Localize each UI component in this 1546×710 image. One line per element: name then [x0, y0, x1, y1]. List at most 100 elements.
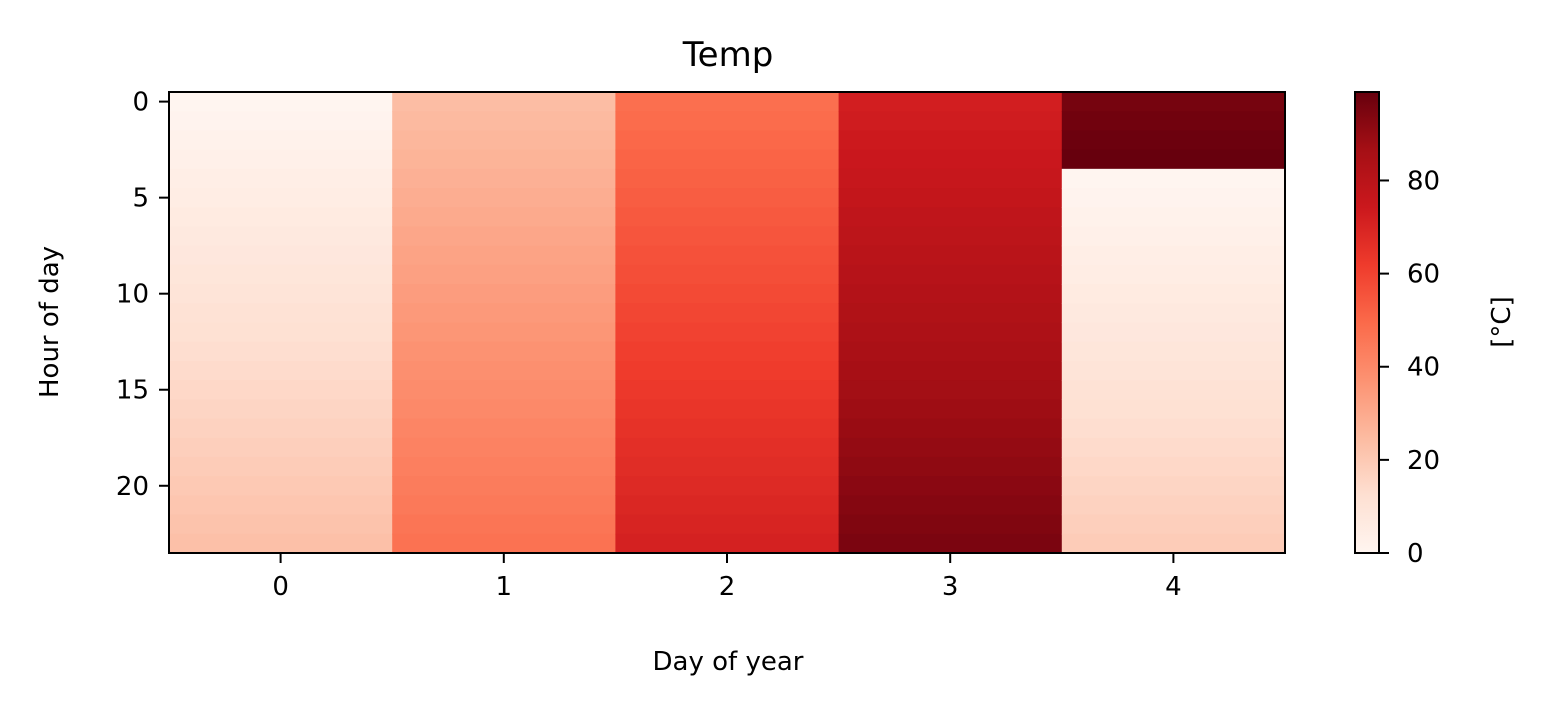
heatmap-cell: [1061, 322, 1286, 343]
colorbar-label: [°C]: [1487, 296, 1517, 347]
heatmap-cell: [1061, 303, 1286, 324]
heatmap-cell: [392, 284, 616, 304]
heatmap-cell: [392, 360, 616, 381]
heatmap-cell: [615, 264, 840, 285]
heatmap-cell: [169, 264, 393, 285]
heatmap-cell: [392, 476, 616, 496]
heatmap-cell: [392, 245, 616, 266]
heatmap-cell: [392, 149, 616, 170]
x-tick-label: 2: [719, 572, 736, 602]
heatmap-cell: [838, 341, 1063, 362]
heatmap-cell: [838, 303, 1063, 324]
heatmap-cell: [1061, 418, 1286, 439]
heatmap-cell: [392, 399, 616, 420]
heatmap-cell: [1061, 437, 1286, 458]
colorbar-tick-label: 0: [1407, 539, 1424, 569]
heatmap-cell: [615, 284, 840, 304]
heatmap-cell: [169, 111, 393, 132]
heatmap-cell: [392, 514, 616, 535]
heatmap-cell: [169, 399, 393, 420]
colorbar-tick-label: 20: [1407, 446, 1440, 476]
heatmap-cell: [1061, 168, 1286, 189]
heatmap-cell: [1061, 245, 1286, 266]
heatmap-cell: [838, 92, 1063, 112]
y-tick-label: 0: [132, 88, 149, 118]
heatmap-cell: [838, 418, 1063, 439]
heatmap-cell: [615, 533, 840, 554]
colorbar-tick-label: 80: [1407, 166, 1440, 196]
heatmap-cell: [392, 92, 616, 112]
heatmap-cell: [392, 264, 616, 285]
heatmap-cell: [838, 456, 1063, 477]
heatmap-cell: [615, 380, 840, 400]
heatmap-cell: [838, 245, 1063, 266]
heatmap-cell: [838, 360, 1063, 381]
heatmap-cell: [838, 130, 1063, 151]
heatmap-cell: [838, 111, 1063, 132]
heatmap-cell: [392, 168, 616, 189]
x-axis-label: Day of year: [653, 647, 804, 677]
heatmap-cell: [615, 245, 840, 266]
heatmap-cell: [392, 130, 616, 151]
heatmap-cell: [169, 149, 393, 170]
y-axis-label: Hour of day: [35, 246, 65, 398]
heatmap-cell: [838, 322, 1063, 343]
heatmap-cell: [169, 418, 393, 439]
heatmap-cell: [1061, 399, 1286, 420]
heatmap-cell: [1061, 514, 1286, 535]
heatmap-cell: [169, 207, 393, 228]
heatmap-cell: [838, 264, 1063, 285]
heatmap-cell: [615, 226, 840, 247]
heatmap-cell: [615, 92, 840, 112]
x-tick-label: 3: [942, 572, 959, 602]
heatmap-cell: [169, 495, 393, 516]
heatmap-cell: [169, 437, 393, 458]
heatmap-cell: [169, 92, 393, 112]
colorbar-tick-label: 60: [1407, 260, 1440, 290]
heatmap-cell: [392, 456, 616, 477]
heatmap-cell: [169, 245, 393, 266]
heatmap-cell: [1061, 130, 1286, 151]
heatmap-cell: [169, 130, 393, 151]
heatmap-cell: [392, 418, 616, 439]
colorbar: [1354, 91, 1380, 554]
heatmap-cell: [169, 380, 393, 400]
heatmap-cell: [1061, 533, 1286, 554]
heatmap-cell: [838, 399, 1063, 420]
y-tick-label: 5: [132, 184, 149, 214]
heatmap-cell: [1061, 149, 1286, 170]
heatmap-cell: [392, 437, 616, 458]
heatmap-cell: [615, 322, 840, 343]
heatmap-cell: [169, 341, 393, 362]
x-tick-label: 0: [272, 572, 289, 602]
heatmap-cell: [615, 207, 840, 228]
heatmap-cell: [615, 514, 840, 535]
heatmap-cell: [169, 456, 393, 477]
heatmap-cell: [615, 341, 840, 362]
heatmap-cell: [392, 322, 616, 343]
heatmap-cell: [838, 495, 1063, 516]
heatmap-cell: [169, 284, 393, 304]
x-axis-ticks: 0 1 2 3 4: [272, 553, 1182, 602]
heatmap-cell: [1061, 264, 1286, 285]
heatmap-cell: [615, 149, 840, 170]
heatmap-cell: [838, 149, 1063, 170]
heatmap-cell: [1061, 226, 1286, 247]
heatmap-cell: [615, 476, 840, 496]
heatmap-cell: [615, 188, 840, 208]
heatmap-cell: [838, 207, 1063, 228]
heatmap-cell: [392, 111, 616, 132]
heatmap-cell: [615, 437, 840, 458]
heatmap-cell: [1061, 111, 1286, 132]
heatmap-cell: [392, 226, 616, 247]
heatmap-cell: [615, 456, 840, 477]
heatmap-cell: [615, 418, 840, 439]
y-tick-label: 15: [116, 376, 149, 406]
heatmap-cell: [1061, 188, 1286, 208]
heatmap-cell: [392, 303, 616, 324]
heatmap-cell: [392, 533, 616, 554]
heatmap-cell: [392, 495, 616, 516]
heatmap-cell: [1061, 341, 1286, 362]
heatmap-cells: [169, 92, 1286, 554]
